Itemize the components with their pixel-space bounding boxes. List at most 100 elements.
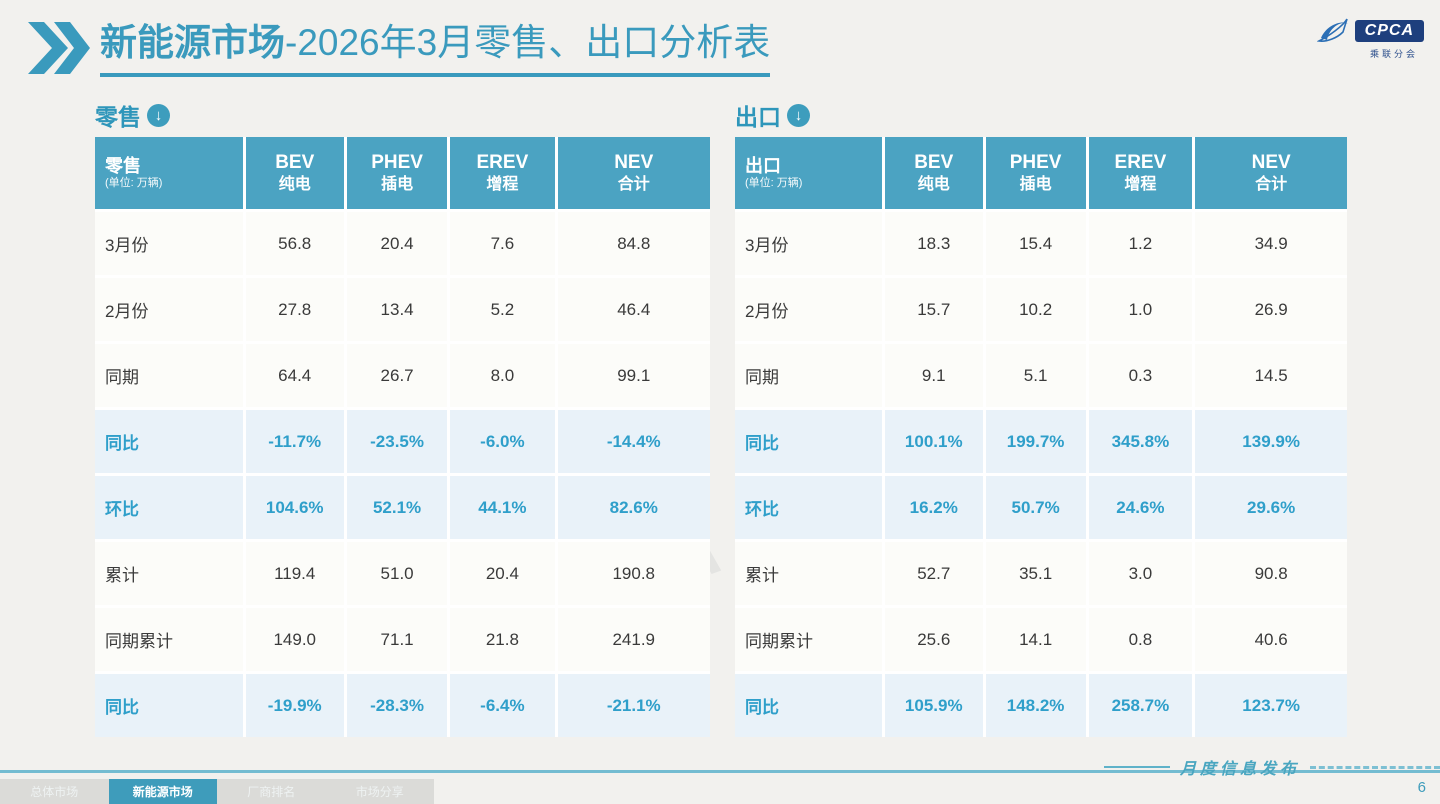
column-header-zh: 合计 [617,175,650,193]
column-header-en: EREV [1114,152,1167,174]
down-arrow-icon: ↓ [147,103,170,127]
table-cell-value: 35.1 [985,542,1086,605]
row-label: 2月份 [735,278,882,341]
table-cell-value: 15.4 [985,212,1086,275]
table-cell-value: -14.4% [557,410,710,473]
table-cell-value: 104.6% [245,476,344,539]
table-cell-value: 148.2% [985,674,1086,737]
table-cell-value: 105.9% [884,674,983,737]
retail-corner-header: 零售 (单位: 万辆) [95,137,243,209]
retail-panel: 零售 ↓ 零售 (单位: 万辆) BEV 纯电 PHEV 插电 EREV 增程 NEV 合计 3月份… [95,100,710,737]
table-cell-value: 8.0 [450,344,555,407]
table-cell-value: 50.7% [985,476,1086,539]
table-cell-value: -19.9% [245,674,344,737]
table-cell-value: 21.8 [450,608,555,671]
column-header-nev: NEV 合计 [557,137,710,209]
footer-dashed-line [1310,765,1440,769]
footer-tabbar: 总体市场 新能源市场 厂商排名 市场分享 [0,779,434,804]
corner-title: 零售 [105,155,141,176]
cpca-logo-text: CPCA [1354,20,1424,42]
corner-title: 出口 [745,155,781,176]
table-cell-value: 84.8 [557,212,710,275]
table-cell-value: -21.1% [557,674,710,737]
column-header-en: BEV [914,152,954,174]
retail-section-header: 零售 ↓ [95,100,710,130]
row-label: 累计 [735,542,882,605]
retail-section-label: 零售 [95,104,141,130]
footer-caption-group: 月度信息发布 [1103,755,1440,779]
retail-table: 零售 (单位: 万辆) BEV 纯电 PHEV 插电 EREV 增程 NEV 合计 3月份 56.8 2… [95,137,710,737]
table-cell-value: 71.1 [346,608,448,671]
column-header-nev: NEV 合计 [1195,137,1347,209]
table-cell-value: 25.6 [884,608,983,671]
row-label: 同期 [735,344,882,407]
page-title: 新能源市场-2026年3月零售、出口分析表 [100,22,771,77]
table-cell-value: 241.9 [557,608,710,671]
footer-line [1103,766,1170,768]
row-label: 2月份 [95,278,243,341]
column-header-phev: PHEV 插电 [346,137,448,209]
footer-tab-1[interactable]: 新能源市场 [108,779,217,804]
row-label: 同比 [95,674,243,737]
column-header-zh: 插电 [1019,175,1052,193]
export-corner-header: 出口 (单位: 万辆) [735,137,882,209]
table-cell-value: 15.7 [884,278,983,341]
footer-tab-3[interactable]: 市场分享 [355,785,404,799]
column-header-zh: 纯电 [278,175,311,193]
column-header-phev: PHEV 插电 [985,137,1086,209]
table-cell-value: -11.7% [245,410,344,473]
footer-tab-2[interactable]: 厂商排名 [247,785,296,799]
export-table: 出口 (单位: 万辆) BEV 纯电 PHEV 插电 EREV 增程 NEV 合计 3月份 18.3 1… [735,137,1347,737]
table-cell-value: 46.4 [557,278,710,341]
table-cell-value: 0.3 [1088,344,1193,407]
row-label: 同期累计 [735,608,882,671]
slide-header: 新能源市场-2026年3月零售、出口分析表 [28,22,771,77]
column-header-zh: 合计 [1255,175,1288,193]
row-label: 3月份 [95,212,243,275]
cpca-swoosh-icon [1316,18,1348,42]
table-cell-value: 51.0 [346,542,448,605]
column-header-zh: 纯电 [917,175,950,193]
table-cell-value: 0.8 [1088,608,1193,671]
table-cell-value: 56.8 [245,212,344,275]
table-cell-value: 40.6 [1195,608,1347,671]
table-cell-value: -23.5% [346,410,448,473]
table-cell-value: 52.7 [884,542,983,605]
table-cell-value: 52.1% [346,476,448,539]
table-cell-value: 64.4 [245,344,344,407]
row-label: 环比 [95,476,243,539]
cpca-logo: CPCA 乘联分会 [1316,16,1424,60]
column-header-bev: BEV 纯电 [245,137,344,209]
table-cell-value: 139.9% [1195,410,1347,473]
table-cell-value: 14.5 [1195,344,1347,407]
column-header-zh: 插电 [381,175,414,193]
row-label: 累计 [95,542,243,605]
table-cell-value: 149.0 [245,608,344,671]
table-cell-value: 90.8 [1195,542,1347,605]
column-header-erev: EREV 增程 [1088,137,1193,209]
table-cell-value: 199.7% [985,410,1086,473]
corner-unit: (单位: 万辆) [745,177,803,190]
table-cell-value: -6.4% [450,674,555,737]
column-header-en: PHEV [371,152,423,174]
column-header-en: NEV [1251,152,1291,174]
table-cell-value: -28.3% [346,674,448,737]
table-cell-value: 119.4 [245,542,344,605]
table-cell-value: 345.8% [1088,410,1193,473]
page-title-secondary: -2026年3月零售、出口分析表 [285,22,771,63]
export-panel: 出口 ↓ 出口 (单位: 万辆) BEV 纯电 PHEV 插电 EREV 增程 NEV 合计 3月份… [735,100,1347,737]
column-header-erev: EREV 增程 [450,137,555,209]
table-cell-value: 34.9 [1195,212,1347,275]
table-cell-value: 3.0 [1088,542,1193,605]
footer-tab-0[interactable]: 总体市场 [30,785,79,799]
table-cell-value: 1.0 [1088,278,1193,341]
table-cell-value: -6.0% [450,410,555,473]
corner-unit: (单位: 万辆) [105,177,163,190]
table-cell-value: 7.6 [450,212,555,275]
table-cell-value: 26.7 [346,344,448,407]
table-cell-value: 26.9 [1195,278,1347,341]
table-cell-value: 5.2 [450,278,555,341]
table-cell-value: 29.6% [1195,476,1347,539]
table-cell-value: 20.4 [450,542,555,605]
row-label: 同期累计 [95,608,243,671]
